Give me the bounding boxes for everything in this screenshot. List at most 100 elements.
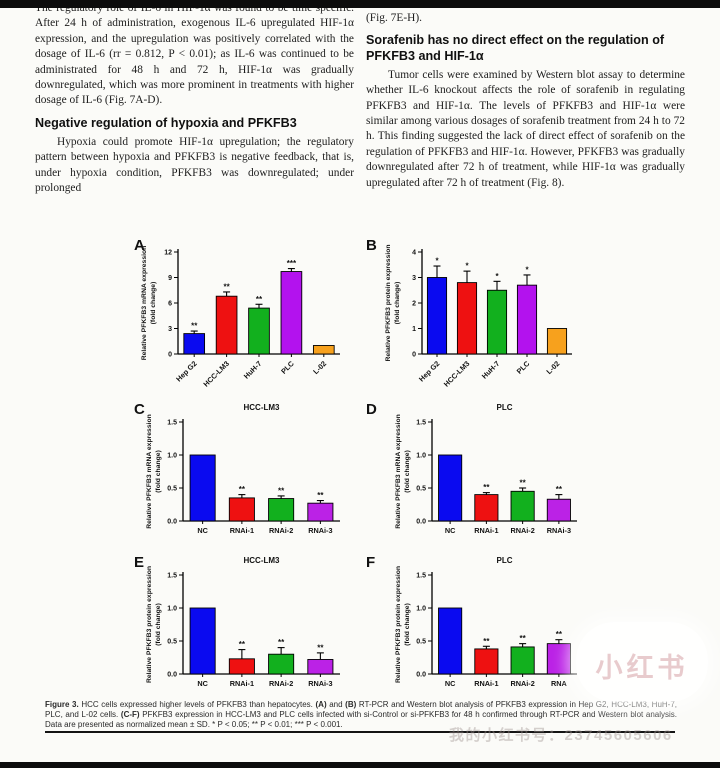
svg-text:**: ** [278,638,285,647]
svg-text:Relative PFKFB3 mRNA expressio: Relative PFKFB3 mRNA expression [146,414,153,529]
chart-panel-a: 0 3 6 9 12 ** Hep G2 ** HCC-LM3 ** HuH-7 *** PLC L-02… [141,246,340,389]
svg-text:6: 6 [168,301,172,308]
svg-text:RNAi-2: RNAi-2 [269,526,293,535]
paragraph-il6-regulation: The regulatory role of IL-6 in HIF-1α wa… [35,2,354,107]
svg-text:HuH-7: HuH-7 [480,359,502,381]
svg-text:RNAi-2: RNAi-2 [269,679,293,688]
paragraph-hypoxia: Hypoxia could promote HIF-1α upregulatio… [35,136,354,195]
svg-text:1.5: 1.5 [416,573,426,580]
svg-text:1.5: 1.5 [416,420,426,427]
svg-text:2: 2 [412,301,416,308]
svg-text:0.5: 0.5 [416,486,426,493]
svg-text:(fold change): (fold change) [155,603,162,646]
svg-text:PLC: PLC [279,359,296,376]
svg-text:*: * [465,262,469,271]
svg-text:***: *** [287,259,297,268]
svg-text:HCC-LM3: HCC-LM3 [201,359,231,389]
svg-text:**: ** [239,485,246,494]
chart-panel-b: 0 1 2 3 4 * Hep G2 * HCC-LM3 * HuH-7 * PLC L-02 Relati… [385,244,572,389]
svg-text:Relative PFKFB3 mRNA expressio: Relative PFKFB3 mRNA expression [141,246,148,361]
text-column-right: (Fig. 7E-H). Sorafenib has no direct eff… [366,1,685,191]
caption-segment: PFKFB3 expression in HCC-LM3 and PLC cel… [45,710,677,729]
svg-text:**: ** [483,637,490,646]
chart-panel-e: 0.0 0.5 1.0 1.5 NC ** RNAi-1 ** RNAi-2 ** RNAi-3 Re… [146,556,340,688]
svg-text:**: ** [520,479,527,488]
svg-text:1.0: 1.0 [416,453,426,460]
svg-text:0: 0 [412,352,416,359]
svg-text:L-02: L-02 [311,359,328,376]
svg-text:1.0: 1.0 [416,606,426,613]
svg-text:HuH-7: HuH-7 [242,359,264,381]
svg-text:0.5: 0.5 [167,486,177,493]
caption-segment: Figure 3. [45,700,79,709]
svg-text:(fold change): (fold change) [404,450,411,493]
svg-text:(fold change): (fold change) [394,282,401,325]
svg-text:HCC-LM3: HCC-LM3 [442,359,472,389]
svg-text:1: 1 [412,326,416,333]
svg-text:NC: NC [197,526,208,535]
svg-text:RNAi-3: RNAi-3 [547,526,571,535]
svg-text:0.0: 0.0 [416,672,426,679]
caption-segment: and [326,700,346,709]
panel-label-b: B [366,237,377,254]
svg-text:Hep G2: Hep G2 [417,359,441,383]
svg-text:1.5: 1.5 [167,573,177,580]
svg-text:3: 3 [412,275,416,282]
svg-text:**: ** [191,322,198,331]
svg-text:3: 3 [168,326,172,333]
svg-text:**: ** [256,295,263,304]
xiaohongshu-id-watermark: 我的小红书号：23745605606 [449,727,673,744]
svg-text:0.0: 0.0 [416,519,426,526]
svg-text:0.0: 0.0 [167,519,177,526]
svg-text:1.5: 1.5 [167,420,177,427]
svg-text:1.0: 1.0 [167,453,177,460]
svg-text:NC: NC [445,526,456,535]
svg-text:(fold change): (fold change) [150,282,157,325]
svg-text:Relative PFKFB3 protein expres: Relative PFKFB3 protein expression [146,566,153,683]
svg-text:PLC: PLC [515,359,532,376]
caption-segment: HCC cells expressed higher levels of PFK… [78,700,316,709]
xiaohongshu-watermark-card [576,622,708,702]
svg-text:(fold change): (fold change) [404,603,411,646]
svg-text:4: 4 [412,250,416,257]
figure-caption: Figure 3. HCC cells expressed higher lev… [45,700,677,730]
svg-text:**: ** [317,491,324,500]
svg-text:RNAi-1: RNAi-1 [474,679,498,688]
bottom-black-bar [0,762,720,768]
panel-label-c: C [134,401,145,418]
svg-text:RNAi-1: RNAi-1 [230,679,254,688]
svg-text:RNAi-2: RNAi-2 [510,526,534,535]
svg-text:RNAi-1: RNAi-1 [474,526,498,535]
svg-text:RNAi-3: RNAi-3 [308,679,332,688]
svg-text:Relative PFKFB3 protein expres: Relative PFKFB3 protein expression [385,244,392,361]
caption-segment: RT-PCR and Western blot analysis of PFKF… [45,700,678,719]
svg-text:1.0: 1.0 [167,606,177,613]
svg-text:*: * [435,257,439,266]
figure-reference: (Fig. 7E-H). [366,12,422,24]
chart-panel-c: 0.0 0.5 1.0 1.5 NC ** RNAi-1 ** RNAi-2 ** RNAi-3 Re… [146,403,340,535]
svg-text:Hep G2: Hep G2 [174,359,198,383]
heading-sorafenib: Sorafenib has no direct effect on the re… [366,33,665,63]
panel-label-f: F [366,554,376,571]
text-column-left: The regulatory role of IL-6 in HIF-1α wa… [35,1,354,197]
svg-text:(fold change): (fold change) [155,450,162,493]
svg-text:0.5: 0.5 [167,639,177,646]
svg-text:0.5: 0.5 [416,639,426,646]
caption-segment: (C-F) [120,710,140,719]
svg-text:NC: NC [197,679,208,688]
caption-segment: (A) [315,700,327,709]
svg-text:9: 9 [168,275,172,282]
svg-text:*: * [495,272,499,281]
panel-label-a: A [134,237,145,254]
svg-text:Relative PFKFB3 protein expres: Relative PFKFB3 protein expression [395,566,402,683]
svg-text:HCC-LM3: HCC-LM3 [244,403,281,412]
svg-text:L-02: L-02 [544,359,561,376]
svg-text:12: 12 [164,250,172,257]
svg-text:**: ** [556,485,563,494]
paragraph-sorafenib: Tumor cells were examined by Western blo… [366,68,685,189]
svg-text:RNA: RNA [551,679,568,688]
panel-label-d: D [366,401,377,418]
svg-text:RNAi-1: RNAi-1 [230,526,254,535]
svg-text:0: 0 [168,352,172,359]
